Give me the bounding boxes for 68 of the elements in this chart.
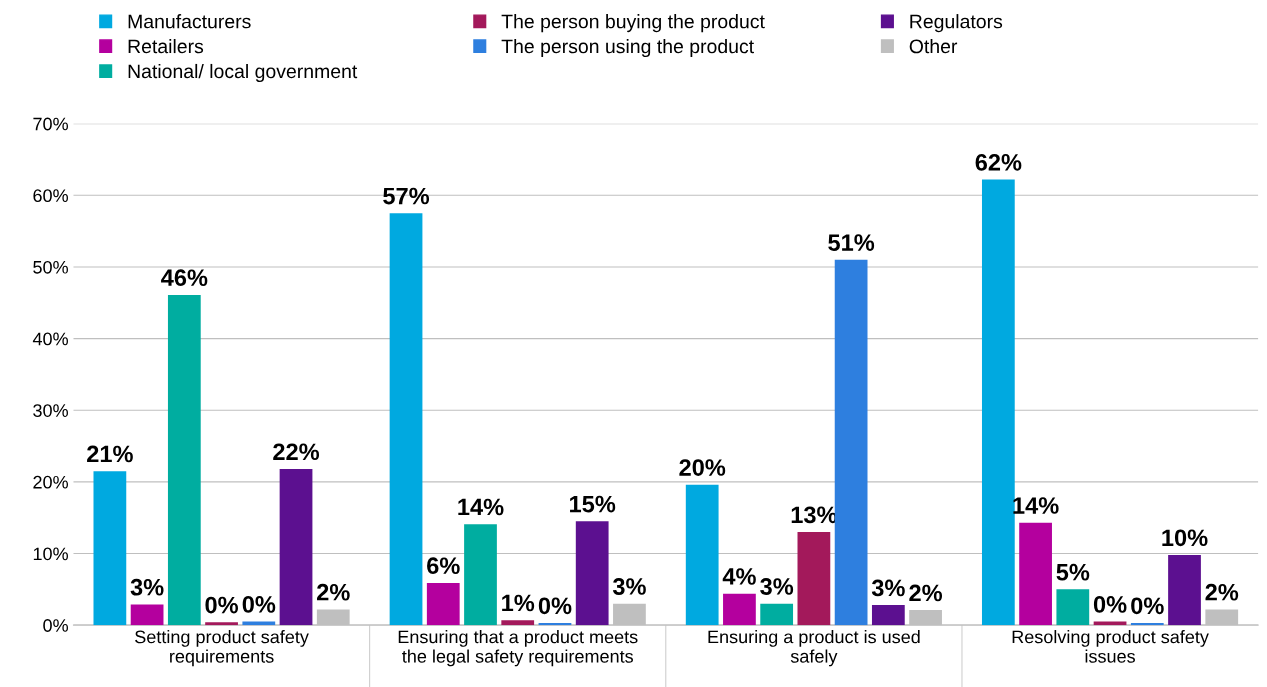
y-tick-label: 60% — [33, 189, 68, 203]
bar — [1056, 589, 1090, 626]
data-label: 3% — [760, 578, 794, 595]
data-label: 57% — [383, 187, 430, 205]
data-label: 14% — [458, 498, 504, 516]
legend-label: The person using the product — [501, 39, 754, 58]
bar — [871, 605, 905, 626]
data-label: 10% — [1162, 529, 1208, 547]
legend-label: Other — [909, 39, 958, 54]
x-tick-label: Setting product safety requirements — [135, 630, 309, 667]
data-label: 22% — [273, 443, 320, 461]
y-tick-label: 0% — [43, 619, 68, 632]
legend-label: Manufacturers — [128, 14, 251, 29]
bar — [426, 582, 460, 626]
data-label: 0% — [1131, 597, 1164, 615]
bar — [501, 620, 535, 626]
x-tick-label: Ensuring a product is used safely — [708, 630, 920, 667]
bar — [575, 521, 609, 626]
data-label: 3% — [612, 578, 646, 595]
data-label: 15% — [570, 495, 616, 513]
bar — [1019, 522, 1052, 626]
data-label: 51% — [828, 234, 875, 251]
bar — [130, 604, 164, 626]
x-tick-label: Resolving product safety issues — [1012, 630, 1209, 663]
data-label: 0% — [205, 596, 239, 614]
data-label: 2% — [1205, 583, 1239, 601]
y-tick-label: 50% — [33, 260, 68, 274]
bar — [834, 259, 868, 626]
data-label: 20% — [679, 459, 726, 476]
bar — [723, 593, 756, 626]
bar — [1130, 623, 1164, 626]
bar — [93, 471, 127, 626]
bar — [464, 524, 497, 626]
bar — [389, 213, 423, 626]
y-tick-label: 70% — [33, 117, 68, 131]
legend-label: Retailers — [128, 39, 204, 54]
y-tick-label: 10% — [33, 547, 68, 561]
data-label: 0% — [538, 597, 572, 615]
data-label: 2% — [909, 584, 943, 602]
bar — [205, 622, 238, 626]
bar — [167, 294, 201, 626]
data-label: 3% — [130, 578, 164, 596]
data-label: 2% — [317, 583, 350, 601]
data-label: 3% — [871, 579, 905, 597]
bar — [760, 603, 794, 626]
bar — [279, 468, 313, 626]
data-label: 62% — [975, 153, 1022, 171]
data-label: 6% — [427, 557, 460, 575]
data-label: 0% — [1093, 596, 1127, 613]
legend-label: The person buying the product — [501, 14, 765, 33]
bar — [1168, 554, 1201, 626]
data-label: 5% — [1056, 563, 1090, 581]
legend-label: National/ local government — [128, 63, 358, 83]
data-label: 1% — [502, 594, 535, 612]
bar — [981, 179, 1015, 626]
legend-label: Regulators — [910, 14, 1003, 33]
bar — [685, 484, 719, 626]
data-label: 46% — [161, 269, 208, 287]
data-label: 0% — [242, 596, 276, 613]
data-label: 4% — [722, 568, 756, 585]
data-label: 13% — [791, 506, 837, 524]
y-tick-label: 40% — [32, 332, 68, 346]
y-tick-label: 20% — [33, 475, 68, 489]
bar — [797, 532, 831, 626]
x-tick-label: Ensuring that a product meets the legal safety requirements — [398, 630, 638, 667]
bar — [538, 623, 572, 626]
data-label: 21% — [87, 445, 133, 463]
y-tick-label: 30% — [33, 404, 68, 417]
